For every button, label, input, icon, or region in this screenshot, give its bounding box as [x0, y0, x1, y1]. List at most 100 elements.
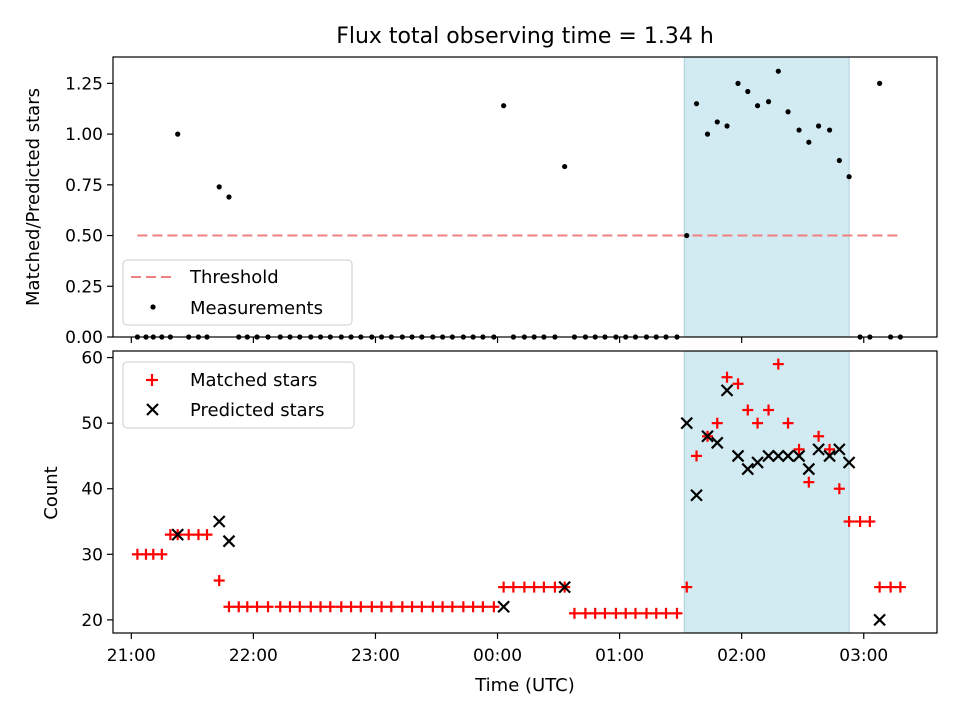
measurement-point [775, 68, 781, 74]
matched-star-marker [376, 601, 388, 613]
top-legend-box [122, 259, 353, 326]
top-legend: Threshold Measurements [122, 259, 353, 326]
bottom-y-ticks: 20 30 40 50 60 [81, 349, 113, 631]
top-axes-frame [112, 56, 938, 338]
matched-star-marker [241, 601, 253, 613]
matched-star-marker [385, 601, 397, 613]
bottom-y-tick-label: 40 [81, 480, 103, 500]
predicted-star-marker [772, 449, 785, 463]
matched-star-marker [518, 581, 530, 593]
predicted-star-marker [720, 384, 734, 397]
matched-star-marker [660, 607, 672, 619]
matched-star-marker [213, 575, 225, 587]
matched-star-marker [599, 607, 611, 619]
bottom-legend: Matched stars Predicted stars [122, 361, 355, 429]
bottom-y-tick-label: 20 [81, 611, 103, 631]
predicted-star-marker [762, 449, 775, 463]
matched-star-marker [156, 548, 168, 560]
matched-star-marker [201, 529, 213, 541]
predicted-star-marker [710, 436, 724, 450]
matched-star-marker [274, 601, 286, 613]
predicted-stars-points [171, 384, 886, 627]
bottom-y-axis-label: Count [41, 466, 62, 519]
top-y-tick-label: 0.00 [65, 328, 103, 348]
matched-star-marker [782, 417, 794, 429]
matched-star-marker [854, 516, 866, 528]
matched-star-marker [742, 404, 754, 416]
matched-star-marker [427, 601, 439, 613]
measurement-point [562, 163, 568, 170]
matched-star-marker [671, 607, 683, 619]
matched-star-marker [681, 581, 693, 593]
bottom-panel: 20 30 40 50 60 21:00 22:00 23:00 00:00 01:00 02:0… [41, 349, 938, 696]
predicted-star-marker [701, 429, 714, 443]
matched-star-marker [721, 371, 733, 383]
matched-star-marker [406, 601, 418, 613]
matched-star-marker [752, 417, 764, 429]
matched-star-marker [437, 601, 449, 613]
predicted-star-marker [741, 462, 755, 476]
bottom-x-tick-label: 01:00 [595, 646, 644, 666]
bottom-x-tick-label: 21:00 [107, 646, 156, 666]
measurement-point [785, 109, 791, 115]
matched-star-marker [640, 607, 652, 619]
matched-star-marker [772, 358, 784, 370]
top-y-ticks: 0.00 0.25 0.50 0.75 1.00 1.25 [65, 74, 113, 348]
top-y-tick-label: 1.25 [65, 74, 103, 94]
measurement-point [826, 127, 833, 133]
bottom-x-tick-label: 03:00 [839, 646, 888, 666]
predicted-star-marker [812, 443, 825, 456]
bottom-x-tick-label: 22:00 [229, 646, 278, 666]
matched-star-marker [324, 601, 336, 613]
matched-star-marker [457, 601, 469, 613]
matched-star-marker [396, 601, 408, 613]
predicted-star-marker [781, 449, 795, 463]
bottom-x-tick-label: 00:00 [473, 646, 522, 666]
matched-star-marker [732, 378, 744, 390]
matched-star-marker [416, 601, 428, 613]
bottom-y-tick-label: 30 [81, 545, 103, 565]
legend-matched-label: Matched stars [190, 370, 317, 391]
matched-star-marker [610, 607, 622, 619]
measurement-point [836, 157, 842, 164]
matched-star-marker [793, 443, 805, 455]
predicted-star-marker [222, 534, 236, 548]
predicted-star-marker [171, 528, 184, 541]
matched-star-marker [620, 607, 632, 619]
predicted-star-marker [497, 600, 510, 614]
matched-star-marker [650, 607, 662, 619]
matched-star-marker [355, 601, 367, 613]
matched-star-marker [833, 483, 845, 495]
top-x-ticks [130, 337, 865, 343]
matched-star-marker [763, 404, 775, 416]
matched-star-marker [589, 607, 601, 619]
measurement-point [693, 101, 700, 107]
predicted-star-marker [823, 449, 836, 463]
matched-star-marker [294, 601, 306, 613]
x-axis-label: Time (UTC) [474, 675, 575, 696]
measurement-point [815, 123, 822, 129]
measurement-point [724, 123, 730, 129]
matched-star-marker [528, 581, 540, 593]
bottom-axes-frame [112, 350, 938, 634]
measurement-points [134, 68, 903, 340]
matched-star-marker [803, 476, 815, 488]
matched-star-marker [488, 601, 500, 613]
measurement-point [745, 88, 751, 95]
bottom-x-tick-label: 23:00 [351, 646, 400, 666]
matched-star-marker [262, 601, 274, 613]
legend-measurements-swatch [150, 304, 156, 310]
bottom-legend-box [122, 361, 355, 429]
top-panel: 0.00 0.25 0.50 0.75 1.00 1.25 Matched/Predict… [23, 56, 938, 348]
measurement-point [501, 103, 507, 109]
matched-star-marker [446, 601, 458, 613]
top-y-axis-label: Matched/Predicted stars [23, 88, 44, 306]
matched-star-marker [251, 601, 263, 613]
matched-star-marker [507, 581, 519, 593]
measurement-point [704, 131, 711, 137]
matched-star-marker [885, 581, 897, 593]
predicted-star-marker [680, 416, 694, 430]
measurement-point [226, 194, 232, 200]
top-highlight-span [683, 56, 850, 338]
